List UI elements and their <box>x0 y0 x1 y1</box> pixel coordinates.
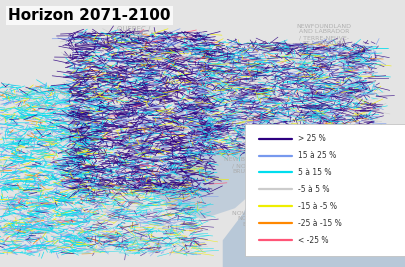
Text: < -25 %: < -25 % <box>298 235 328 245</box>
Text: 5 à 15 %: 5 à 15 % <box>298 168 331 177</box>
FancyBboxPatch shape <box>245 124 405 256</box>
Text: NOVA SCOTIA /
NOUVELLE-
ECOSSE: NOVA SCOTIA / NOUVELLE- ECOSSE <box>232 211 279 227</box>
Polygon shape <box>223 128 405 267</box>
Text: QUEBEC /
QUEBEC: QUEBEC / QUEBEC <box>117 26 150 38</box>
Polygon shape <box>154 150 275 219</box>
Text: NEW BRUNSWICK
/ NOUVEAU-
BRUNSWICK: NEW BRUNSWICK / NOUVEAU- BRUNSWICK <box>224 157 279 174</box>
Text: -5 à 5 %: -5 à 5 % <box>298 185 329 194</box>
Text: -25 à -15 %: -25 à -15 % <box>298 219 341 228</box>
Text: > 25 %: > 25 % <box>298 134 326 143</box>
Text: Horizon 2071-2100: Horizon 2071-2100 <box>8 8 171 23</box>
Text: NEWFOUNDLAND
AND LABRADOR
/ TERRE-NEUVE-
ET-LABRADOR: NEWFOUNDLAND AND LABRADOR / TERRE-NEUVE-… <box>296 23 352 46</box>
Text: -15 à -5 %: -15 à -5 % <box>298 202 337 211</box>
Text: 15 à 25 %: 15 à 25 % <box>298 151 336 160</box>
